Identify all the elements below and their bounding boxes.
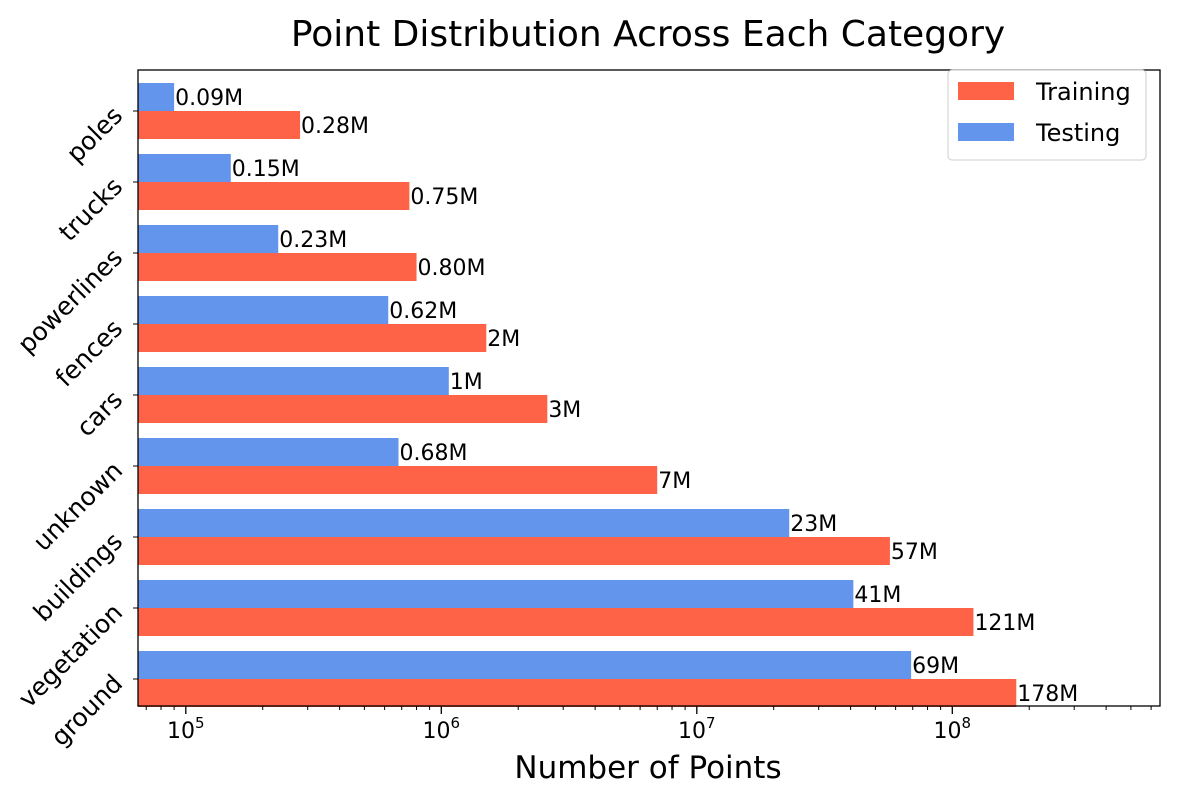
category-label-trucks: trucks [53, 172, 128, 247]
training-bar-poles [138, 111, 301, 139]
training-value-label-cars: 3M [548, 398, 581, 423]
testing-value-label-buildings: 23M [790, 512, 837, 537]
testing-bar-fences [138, 296, 389, 324]
legend-swatch-training [958, 82, 1014, 100]
training-bar-ground [138, 679, 1017, 707]
testing-value-label-trucks: 0.15M [232, 157, 300, 182]
x-tick-label: 106 [423, 714, 461, 744]
x-tick-label: 107 [678, 714, 716, 744]
category-labels-layer: polestruckspowerlinesfencescarsunknownbu… [12, 101, 138, 752]
training-value-label-fences: 2M [487, 327, 520, 352]
testing-value-label-unknown: 0.68M [400, 441, 468, 466]
plot-frame [137, 69, 1161, 707]
legend-label-training: Training [1035, 78, 1131, 106]
chart-title: Point Distribution Across Each Category [291, 14, 1005, 55]
testing-bar-trucks [138, 154, 231, 182]
x-tick-exponent: 6 [451, 714, 461, 732]
x-tick-base: 10 [423, 719, 451, 744]
testing-bar-poles [138, 83, 175, 111]
x-axis-label: Number of Points [514, 750, 781, 786]
legend: Training Testing [947, 69, 1147, 161]
category-label-cars: cars [71, 385, 129, 443]
training-bar-unknown [138, 466, 658, 494]
x-ticks-layer: 105 106 107 108 [145, 706, 1152, 744]
training-value-label-trucks: 0.75M [410, 185, 478, 210]
x-tick-label: 108 [934, 714, 972, 744]
training-bar-cars [138, 395, 548, 423]
training-value-label-ground: 178M [1017, 682, 1078, 707]
training-bar-trucks [138, 182, 410, 210]
x-tick-base: 10 [167, 719, 195, 744]
testing-bar-powerlines [138, 225, 279, 253]
testing-bar-cars [138, 367, 449, 395]
category-label-poles: poles [61, 101, 129, 169]
testing-bar-ground [138, 651, 912, 679]
testing-value-label-vegetation: 41M [854, 583, 901, 608]
testing-bar-buildings [138, 509, 790, 537]
training-value-label-buildings: 57M [891, 540, 938, 565]
testing-value-label-poles: 0.09M [175, 86, 243, 111]
training-value-label-poles: 0.28M [301, 114, 369, 139]
training-value-label-powerlines: 0.80M [418, 256, 486, 281]
x-tick-exponent: 5 [195, 714, 205, 732]
legend-swatch-testing [958, 123, 1014, 141]
training-value-label-vegetation: 121M [974, 611, 1035, 636]
testing-value-label-ground: 69M [912, 654, 959, 679]
testing-bar-unknown [138, 438, 399, 466]
training-bar-powerlines [138, 253, 417, 281]
testing-value-label-fences: 0.62M [389, 299, 457, 324]
x-tick-exponent: 8 [962, 714, 972, 732]
training-bar-fences [138, 324, 487, 352]
testing-bar-vegetation [138, 580, 854, 608]
x-tick-base: 10 [934, 719, 962, 744]
training-value-label-unknown: 7M [658, 469, 691, 494]
training-bar-vegetation [138, 608, 974, 636]
x-tick-exponent: 7 [706, 714, 716, 732]
testing-value-label-powerlines: 0.23M [279, 228, 347, 253]
x-tick-label: 105 [167, 714, 205, 744]
training-bar-buildings [138, 537, 890, 565]
legend-label-testing: Testing [1035, 119, 1120, 147]
testing-value-label-cars: 1M [450, 370, 483, 395]
x-tick-base: 10 [678, 719, 706, 744]
bars-layer [138, 83, 1017, 707]
